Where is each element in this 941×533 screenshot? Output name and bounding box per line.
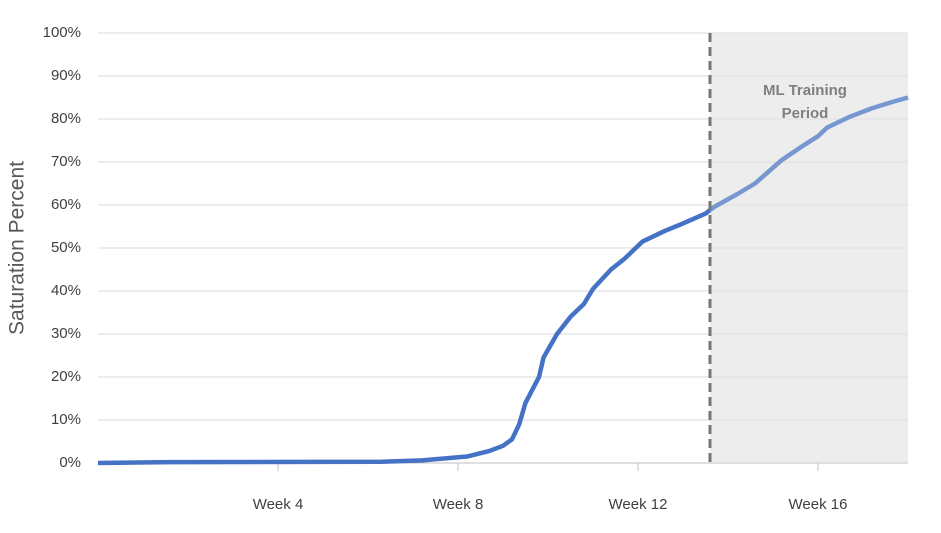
y-tick-label: 80%: [51, 110, 81, 127]
shade-label: Period: [782, 105, 829, 122]
shade-tint: [710, 33, 908, 463]
y-tick-label: 70%: [51, 153, 81, 170]
y-tick-label: 20%: [51, 368, 81, 385]
x-tick-label: Week 16: [789, 496, 848, 513]
y-tick-label: 100%: [43, 24, 81, 41]
x-tick-label: Week 4: [253, 496, 304, 513]
line: [97, 95, 909, 466]
y-tick-label: 40%: [51, 282, 81, 299]
y-tick-label: 60%: [51, 196, 81, 213]
y-tick-label: 10%: [51, 411, 81, 428]
y-axis-label: Saturation Percent: [6, 161, 29, 335]
x-tick-label: Week 12: [609, 496, 668, 513]
y-tick-label: 50%: [51, 239, 81, 256]
y-tick-label: 0%: [59, 454, 81, 471]
shade-label: ML Training: [763, 82, 847, 99]
x-tick-label: Week 8: [433, 496, 484, 513]
y-tick-label: 90%: [51, 67, 81, 84]
y-tick-label: 30%: [51, 325, 81, 342]
